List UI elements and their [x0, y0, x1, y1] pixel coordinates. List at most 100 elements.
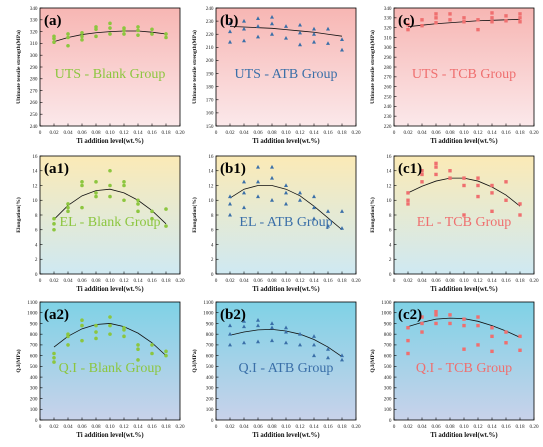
data-point	[448, 18, 452, 22]
data-point	[164, 349, 168, 354]
data-point	[122, 180, 126, 184]
y-tick-label: 340	[384, 6, 392, 12]
y-tick-label: 270	[384, 75, 392, 81]
plot-frame	[215, 7, 357, 127]
x-tick-label: 0	[39, 424, 42, 430]
data-point	[504, 19, 508, 23]
y-axis-label: Q.I(MPa)	[369, 349, 376, 372]
data-point	[312, 26, 316, 31]
y-tick-label: 16	[32, 154, 38, 160]
data-point	[476, 18, 480, 22]
data-point	[80, 180, 84, 184]
x-tick-label: 0.18	[515, 130, 524, 136]
data-point	[420, 18, 424, 22]
data-point	[448, 169, 452, 173]
data-point	[164, 35, 168, 40]
y-tick-label: 280	[384, 65, 392, 71]
x-tick-label: 0.20	[529, 278, 538, 284]
x-tick-label: 0.08	[445, 278, 454, 284]
data-point	[326, 347, 330, 351]
data-point	[490, 349, 494, 354]
y-tick-label: 290	[384, 55, 392, 61]
x-tick-label: 0.16	[501, 278, 510, 284]
x-tick-label: 0.20	[351, 424, 360, 430]
x-tick-label: 0.10	[105, 278, 114, 284]
x-tick-label: 0	[215, 424, 218, 430]
y-tick-label: 310	[384, 35, 392, 41]
data-point	[108, 168, 112, 173]
data-point	[312, 353, 316, 358]
data-point	[420, 169, 424, 173]
y-tick-label: 330	[384, 16, 392, 22]
y-tick-label: 230	[384, 114, 392, 120]
data-point	[326, 355, 330, 360]
x-tick-label: 0.20	[175, 424, 184, 430]
data-point	[490, 334, 494, 339]
data-point	[462, 347, 466, 351]
data-point	[256, 318, 260, 322]
data-point	[270, 14, 274, 19]
y-tick-label: 250	[384, 94, 392, 100]
y-tick-label: 180	[206, 84, 214, 90]
data-point	[228, 331, 232, 336]
trend-line	[53, 188, 167, 225]
x-tick-label: 0.16	[323, 130, 332, 136]
data-point	[518, 348, 522, 352]
data-point	[476, 27, 480, 32]
y-tick-label: 4	[389, 242, 392, 248]
y-tick-label: 1100	[203, 300, 214, 306]
y-tick-label: 250	[30, 112, 38, 118]
x-tick-label: 0.04	[239, 424, 248, 430]
data-point	[80, 205, 84, 210]
x-tick-label: 0.20	[351, 278, 360, 284]
data-point	[340, 47, 344, 52]
data-point	[434, 16, 438, 20]
y-tick-label: 500	[384, 364, 392, 370]
data-point	[476, 315, 480, 319]
data-point	[150, 27, 154, 32]
y-axis-label: Elongation(%)	[15, 197, 22, 233]
y-tick-label: 230	[206, 19, 214, 25]
data-point	[52, 40, 56, 45]
y-tick-label: 400	[206, 375, 214, 381]
plot-background	[40, 302, 180, 420]
data-point	[108, 194, 112, 199]
y-tick-label: 0	[35, 418, 38, 424]
x-tick-label: 0.14	[487, 278, 496, 284]
panel-label: (b2)	[220, 307, 246, 323]
data-point	[490, 191, 494, 195]
x-tick-label: 0	[393, 424, 396, 430]
y-tick-label: 340	[30, 6, 38, 12]
trend-line	[229, 185, 343, 231]
y-tick-label: 8	[389, 213, 392, 219]
y-tick-label: 310	[30, 41, 38, 47]
x-tick-label: 0.10	[105, 424, 114, 430]
data-point	[270, 164, 274, 169]
data-point	[406, 23, 410, 27]
y-tick-label: 12	[32, 183, 38, 189]
data-point	[518, 334, 522, 339]
y-tick-label: 700	[384, 343, 392, 349]
x-axis-label: Ti addition level(wt.%)	[252, 286, 319, 293]
x-tick-label: 0.06	[253, 424, 262, 430]
data-point	[228, 21, 232, 26]
y-tick-label: 240	[384, 104, 392, 110]
data-point	[284, 329, 288, 334]
data-point	[136, 28, 140, 33]
data-point	[242, 38, 246, 43]
data-point	[340, 357, 344, 362]
x-tick-label: 0.10	[459, 130, 468, 136]
x-tick-label: 0.12	[295, 278, 304, 284]
data-point	[80, 338, 84, 343]
y-tick-label: 1000	[381, 311, 392, 317]
x-tick-label: 0	[215, 130, 218, 136]
x-tick-label: 0.08	[445, 130, 454, 136]
x-tick-label: 0.06	[253, 278, 262, 284]
data-point	[476, 343, 480, 347]
x-tick-label: 0.08	[267, 130, 276, 136]
data-point	[326, 223, 330, 228]
x-tick-label: 0.16	[323, 278, 332, 284]
y-tick-label: 14	[208, 169, 214, 175]
data-point	[66, 343, 70, 347]
y-tick-label: 1000	[27, 311, 38, 317]
